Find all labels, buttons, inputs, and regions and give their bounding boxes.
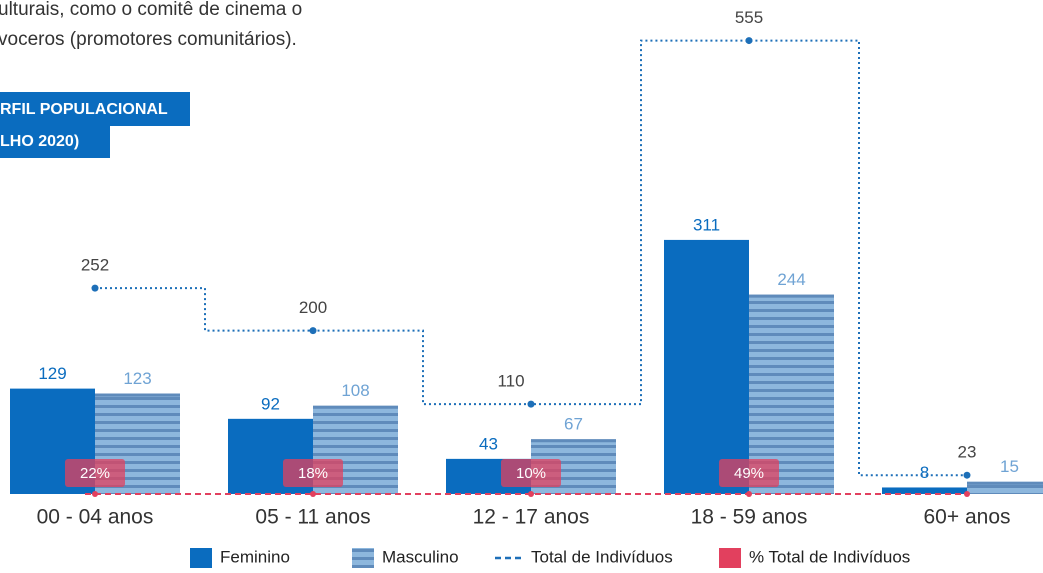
value-label: 67 xyxy=(564,415,583,434)
bar-top xyxy=(95,393,180,397)
legend-swatch xyxy=(352,548,374,568)
x-tick-label: 60+ anos xyxy=(924,506,1011,529)
legend-swatch xyxy=(719,548,741,568)
total-point xyxy=(309,327,317,335)
x-tick-label: 12 - 17 anos xyxy=(473,506,590,529)
legend-label: Feminino xyxy=(220,547,290,566)
bar xyxy=(967,481,1043,494)
legend-label: % Total de Indivíduos xyxy=(749,547,910,566)
total-point xyxy=(745,37,753,45)
bar xyxy=(882,487,967,494)
bar xyxy=(664,239,749,494)
header-text: LHO 2020) xyxy=(0,133,79,150)
doc-text: ulturais, como o comitê de cinema o xyxy=(0,0,302,20)
value-label: 123 xyxy=(123,369,151,388)
x-tick-label: 00 - 04 anos xyxy=(37,506,154,529)
value-label: 129 xyxy=(38,364,66,383)
value-label: 92 xyxy=(261,394,280,413)
bar-top xyxy=(749,294,834,298)
total-line xyxy=(95,39,967,477)
header-cut xyxy=(110,126,190,160)
x-tick-label: 05 - 11 anos xyxy=(255,506,370,529)
value-label: 8 xyxy=(920,463,929,482)
legend-label: Masculino xyxy=(382,547,459,566)
pct-point xyxy=(310,491,316,497)
value-label: 311 xyxy=(693,215,720,234)
doc-text: voceros (promotores comunitários). xyxy=(0,29,297,50)
total-label: 23 xyxy=(958,443,977,462)
pct-label: 18% xyxy=(298,465,328,482)
total-label: 200 xyxy=(299,298,327,317)
pct-label: 22% xyxy=(80,465,110,482)
pct-label: 10% xyxy=(516,465,546,482)
value-label: 108 xyxy=(341,381,369,400)
legend-swatch xyxy=(190,548,212,568)
pct-point xyxy=(528,491,534,497)
total-label: 555 xyxy=(735,8,763,27)
pct-point xyxy=(746,491,752,497)
total-point xyxy=(91,284,99,292)
pct-point xyxy=(92,491,98,497)
total-point xyxy=(527,400,535,408)
total-label: 252 xyxy=(81,256,109,275)
pct-box xyxy=(283,459,343,487)
value-label: 244 xyxy=(777,270,805,289)
header-text: RFIL POPULACIONAL xyxy=(0,101,168,118)
bar-top xyxy=(313,405,398,409)
pct-box xyxy=(501,459,561,487)
pct-point xyxy=(964,491,970,497)
total-point xyxy=(963,471,971,479)
bar-top xyxy=(531,439,616,443)
header-box xyxy=(0,126,110,158)
pct-box xyxy=(65,459,125,487)
total-label: 110 xyxy=(497,372,524,391)
x-tick-label: 18 - 59 anos xyxy=(691,506,808,529)
legend-label: Total de Indivíduos xyxy=(531,547,673,566)
value-label: 43 xyxy=(479,434,498,453)
bar-top xyxy=(967,481,1043,485)
value-label: 15 xyxy=(1000,457,1019,476)
pct-box xyxy=(719,459,779,487)
pct-label: 49% xyxy=(734,465,764,482)
